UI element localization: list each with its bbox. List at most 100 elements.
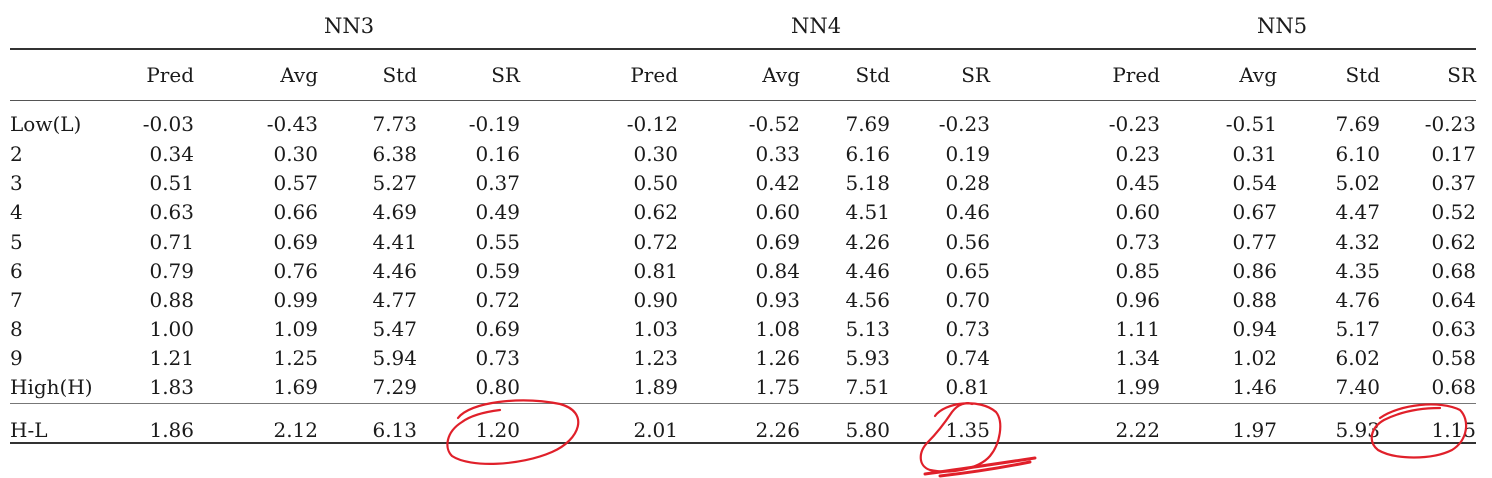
group-title-nn5: NN5 xyxy=(1256,14,1308,38)
table-cell: 5.47 xyxy=(372,317,417,341)
column-header-avg: Avg xyxy=(280,63,318,87)
row-label: 5 xyxy=(10,230,23,254)
table-cell: 0.73 xyxy=(475,346,520,370)
top-rule xyxy=(10,48,1476,50)
group-title-nn4: NN4 xyxy=(790,14,842,38)
table-cell: 4.69 xyxy=(372,200,417,224)
row-label: High(H) xyxy=(10,375,93,399)
table-cell: 0.81 xyxy=(945,375,990,399)
table-cell: 0.71 xyxy=(149,230,194,254)
row-label: 9 xyxy=(10,346,23,370)
table-cell: 0.58 xyxy=(1431,346,1476,370)
table-cell: 0.23 xyxy=(1115,142,1160,166)
table-cell: 0.88 xyxy=(149,288,194,312)
table-cell: -0.12 xyxy=(626,112,678,136)
table-cell: 1.89 xyxy=(633,375,678,399)
table-cell: 7.51 xyxy=(845,375,890,399)
table-cell: 1.25 xyxy=(273,346,318,370)
table-cell: 0.57 xyxy=(273,171,318,195)
table-cell: 4.32 xyxy=(1335,230,1380,254)
table-cell: 0.60 xyxy=(1115,200,1160,224)
column-header-sr: SR xyxy=(961,63,990,87)
table-cell: 0.73 xyxy=(945,317,990,341)
table-cell: 0.59 xyxy=(475,259,520,283)
table-cell: -0.03 xyxy=(142,112,194,136)
table-cell: 0.84 xyxy=(755,259,800,283)
table-cell: 5.13 xyxy=(845,317,890,341)
table-cell: 0.37 xyxy=(475,171,520,195)
table-cell: 4.47 xyxy=(1335,200,1380,224)
table-cell: 0.96 xyxy=(1115,288,1160,312)
table-cell: 1.23 xyxy=(633,346,678,370)
table-cell: 0.68 xyxy=(1431,259,1476,283)
table-cell: 4.56 xyxy=(845,288,890,312)
table-cell: 0.42 xyxy=(755,171,800,195)
row-label: 2 xyxy=(10,142,23,166)
table-cell: 0.80 xyxy=(475,375,520,399)
table-cell: 1.35 xyxy=(945,418,990,442)
row-label: H-L xyxy=(10,418,48,442)
table-cell: 4.26 xyxy=(845,230,890,254)
table-cell: 5.80 xyxy=(845,418,890,442)
table-cell: 4.76 xyxy=(1335,288,1380,312)
table-cell: 0.62 xyxy=(633,200,678,224)
table-cell: 0.69 xyxy=(475,317,520,341)
table-cell: 7.69 xyxy=(845,112,890,136)
table-cell: 0.76 xyxy=(273,259,318,283)
row-label: 7 xyxy=(10,288,23,312)
table-cell: 0.68 xyxy=(1431,375,1476,399)
table-cell: 0.99 xyxy=(273,288,318,312)
table-cell: 0.69 xyxy=(273,230,318,254)
row-label: 6 xyxy=(10,259,23,283)
table-cell: 0.45 xyxy=(1115,171,1160,195)
table-cell: 4.51 xyxy=(845,200,890,224)
table-cell: 1.26 xyxy=(755,346,800,370)
table-cell: 6.10 xyxy=(1335,142,1380,166)
table-cell: 5.17 xyxy=(1335,317,1380,341)
table-cell: 6.16 xyxy=(845,142,890,166)
group-header-row: NN3 NN4 NN5 xyxy=(10,0,1476,50)
table-cell: 1.11 xyxy=(1115,317,1160,341)
table-cell: 1.21 xyxy=(149,346,194,370)
table-cell: 0.52 xyxy=(1431,200,1476,224)
table-cell: 7.40 xyxy=(1335,375,1380,399)
table-cell: 1.75 xyxy=(755,375,800,399)
table-cell: 1.00 xyxy=(149,317,194,341)
table-cell: 1.34 xyxy=(1115,346,1160,370)
table-cell: 0.77 xyxy=(1232,230,1277,254)
table-cell: 0.56 xyxy=(945,230,990,254)
table-cell: 1.09 xyxy=(273,317,318,341)
table-cell: 0.90 xyxy=(633,288,678,312)
table-cell: 1.08 xyxy=(755,317,800,341)
table-cell: 0.17 xyxy=(1431,142,1476,166)
table-cell: 1.46 xyxy=(1232,375,1277,399)
table-cell: 1.69 xyxy=(273,375,318,399)
table-cell: 0.50 xyxy=(633,171,678,195)
table-cell: 2.01 xyxy=(633,418,678,442)
table-cell: 0.37 xyxy=(1431,171,1476,195)
table-cell: 1.86 xyxy=(149,418,194,442)
row-label: 8 xyxy=(10,317,23,341)
table-cell: 0.86 xyxy=(1232,259,1277,283)
column-header-std: Std xyxy=(382,63,417,87)
table-cell: 0.16 xyxy=(475,142,520,166)
table-cell: 0.81 xyxy=(633,259,678,283)
bottom-rule xyxy=(10,442,1476,444)
table-cell: -0.52 xyxy=(748,112,800,136)
table-cell: 0.30 xyxy=(273,142,318,166)
table-cell: 1.02 xyxy=(1232,346,1277,370)
table-cell: 6.13 xyxy=(372,418,417,442)
table-cell: 0.46 xyxy=(945,200,990,224)
table-cell: 0.66 xyxy=(273,200,318,224)
table-cell: 0.79 xyxy=(149,259,194,283)
table-cell: 0.73 xyxy=(1115,230,1160,254)
column-header-std: Std xyxy=(855,63,890,87)
table-cell: 5.94 xyxy=(372,346,417,370)
table-cell: 7.73 xyxy=(372,112,417,136)
table-cell: -0.23 xyxy=(1108,112,1160,136)
table-cell: 5.93 xyxy=(1335,418,1380,442)
column-header-std: Std xyxy=(1345,63,1380,87)
table-cell: -0.51 xyxy=(1225,112,1277,136)
table-cell: 0.28 xyxy=(945,171,990,195)
header-rule xyxy=(10,100,1476,101)
